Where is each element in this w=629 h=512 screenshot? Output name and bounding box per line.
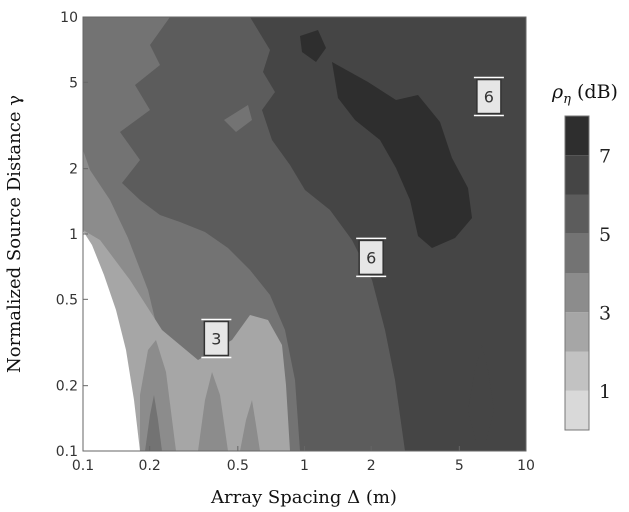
x-tick-label: 10 bbox=[517, 458, 535, 474]
colorbar-tick-label: 5 bbox=[599, 224, 611, 246]
band-level-4-5 bbox=[224, 105, 252, 132]
colorbar-band bbox=[565, 312, 589, 352]
contour-label: 3 bbox=[201, 318, 232, 359]
x-tick-label: 0.1 bbox=[72, 458, 94, 474]
y-axis-ticks: 0.1 0.2 0.5 1 2 5 10 bbox=[56, 10, 88, 460]
x-tick-label: 2 bbox=[367, 458, 376, 474]
y-tick-label: 1 bbox=[69, 227, 78, 243]
contour-label-text: 6 bbox=[484, 88, 494, 107]
x-tick-label: 0.5 bbox=[227, 458, 249, 474]
x-axis-ticks: 0.1 0.2 0.5 1 2 5 10 bbox=[72, 446, 535, 474]
contour-label: 6 bbox=[356, 237, 387, 278]
band-level-6-7 bbox=[250, 17, 526, 451]
contour-label-box bbox=[358, 239, 384, 276]
y-tick-label: 2 bbox=[69, 162, 78, 178]
x-axis-label: Array Spacing Δ (m) bbox=[210, 487, 397, 508]
x-tick-label: 1 bbox=[300, 458, 309, 474]
colorbar: ρη (dB) 1 3 5 7 bbox=[551, 81, 618, 431]
colorbar-ticks: 1 3 5 7 bbox=[599, 145, 611, 403]
colorbar-label-subscript: η bbox=[563, 92, 571, 107]
y-tick-label: 5 bbox=[69, 75, 78, 91]
colorbar-label-symbol: ρ bbox=[551, 81, 564, 103]
colorbar-tick-label: 1 bbox=[599, 381, 611, 403]
band-level-0-1 bbox=[83, 231, 140, 451]
contour-label-text: 3 bbox=[211, 329, 221, 348]
band-level-6-7 bbox=[468, 345, 494, 440]
colorbar-frame bbox=[564, 115, 590, 431]
contour-bands bbox=[83, 17, 526, 451]
band-level-3-4 bbox=[198, 372, 228, 451]
band-level-7-8 bbox=[332, 62, 472, 248]
colorbar-band bbox=[565, 155, 589, 195]
colorbar-band bbox=[565, 351, 589, 391]
y-axis-label: Normalized Source Distance γ bbox=[4, 95, 25, 373]
band-level-3-4 bbox=[240, 400, 260, 451]
y-tick-label: 10 bbox=[60, 10, 78, 26]
colorbar-bands bbox=[565, 116, 589, 430]
colorbar-band bbox=[565, 390, 589, 430]
contour-label: 6 bbox=[473, 76, 504, 117]
contour-label-box bbox=[476, 78, 502, 115]
y-tick-label: 0.2 bbox=[56, 379, 78, 395]
contour-label-box bbox=[203, 320, 230, 357]
colorbar-label-unit: (dB) bbox=[571, 81, 618, 103]
contour-labels: 3 6 6 bbox=[201, 76, 504, 359]
contour-label-text: 6 bbox=[366, 248, 376, 267]
colorbar-tick-label: 7 bbox=[599, 145, 611, 167]
band-level-4-5 bbox=[145, 395, 162, 451]
colorbar-band bbox=[565, 273, 589, 313]
colorbar-band bbox=[565, 194, 589, 234]
x-tick-label: 0.2 bbox=[139, 458, 161, 474]
colorbar-tick-label: 3 bbox=[599, 302, 611, 324]
colorbar-band bbox=[565, 116, 589, 156]
band-level-2-3 bbox=[83, 230, 290, 451]
colorbar-label: ρη (dB) bbox=[551, 81, 618, 107]
colorbar-band bbox=[565, 233, 589, 273]
x-tick-label: 5 bbox=[455, 458, 464, 474]
band-level-7-8 bbox=[300, 30, 326, 62]
y-tick-label: 0.1 bbox=[56, 444, 78, 460]
y-tick-label: 0.5 bbox=[56, 292, 78, 308]
